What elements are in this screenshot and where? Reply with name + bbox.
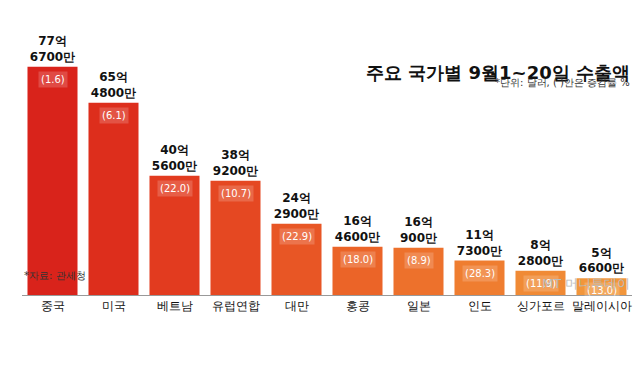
svg-text:(22.0): (22.0) — [160, 183, 190, 194]
svg-text:24억2900만: 24억2900만 — [274, 191, 319, 221]
svg-text:*단위: 달러, ( )안은 증감률 %: *단위: 달러, ( )안은 증감률 % — [495, 77, 630, 88]
svg-text:(13.0): (13.0) — [587, 285, 617, 296]
svg-text:미국: 미국 — [102, 299, 126, 313]
svg-text:(18.0): (18.0) — [343, 254, 373, 265]
svg-text:(28.3): (28.3) — [465, 268, 495, 279]
svg-text:77억6700만: 77억6700만 — [30, 34, 75, 64]
svg-text:중국: 중국 — [41, 299, 65, 313]
svg-text:(6.1): (6.1) — [102, 110, 126, 121]
svg-text:(22.9): (22.9) — [282, 231, 312, 242]
svg-text:유럽연합: 유럽연합 — [212, 299, 260, 313]
svg-text:11억7300만: 11억7300만 — [457, 228, 502, 258]
svg-text:*자료: 관세청: *자료: 관세청 — [24, 270, 86, 281]
svg-text:홍콩: 홍콩 — [346, 299, 370, 313]
svg-text:(10.7): (10.7) — [221, 188, 251, 199]
svg-text:40억5600만: 40억5600만 — [152, 143, 197, 173]
svg-text:65억4800만: 65억4800만 — [91, 70, 136, 100]
svg-text:16억900만: 16억900만 — [400, 215, 437, 245]
svg-text:(8.9): (8.9) — [407, 255, 431, 266]
svg-text:(11.9): (11.9) — [526, 278, 556, 289]
svg-text:8억2800만: 8억2800만 — [518, 238, 563, 268]
svg-text:주요 국가별 9월1~20일 수출액: 주요 국가별 9월1~20일 수출액 — [366, 62, 630, 83]
svg-text:인도: 인도 — [468, 299, 492, 313]
svg-text:대만: 대만 — [285, 299, 309, 313]
svg-text:싱가포르: 싱가포르 — [517, 299, 565, 313]
svg-text:16억4600만: 16억4600만 — [335, 214, 380, 244]
svg-text:(1.6): (1.6) — [41, 74, 65, 85]
svg-text:5억6600만: 5억6600만 — [579, 246, 624, 276]
svg-text:베트남: 베트남 — [157, 299, 193, 313]
svg-text:MT 머니투데이: MT 머니투데이 — [542, 276, 630, 291]
svg-text:일본: 일본 — [407, 299, 431, 313]
svg-text:38억9200만: 38억9200만 — [213, 148, 258, 178]
svg-text:말레이시아: 말레이시아 — [572, 299, 632, 313]
